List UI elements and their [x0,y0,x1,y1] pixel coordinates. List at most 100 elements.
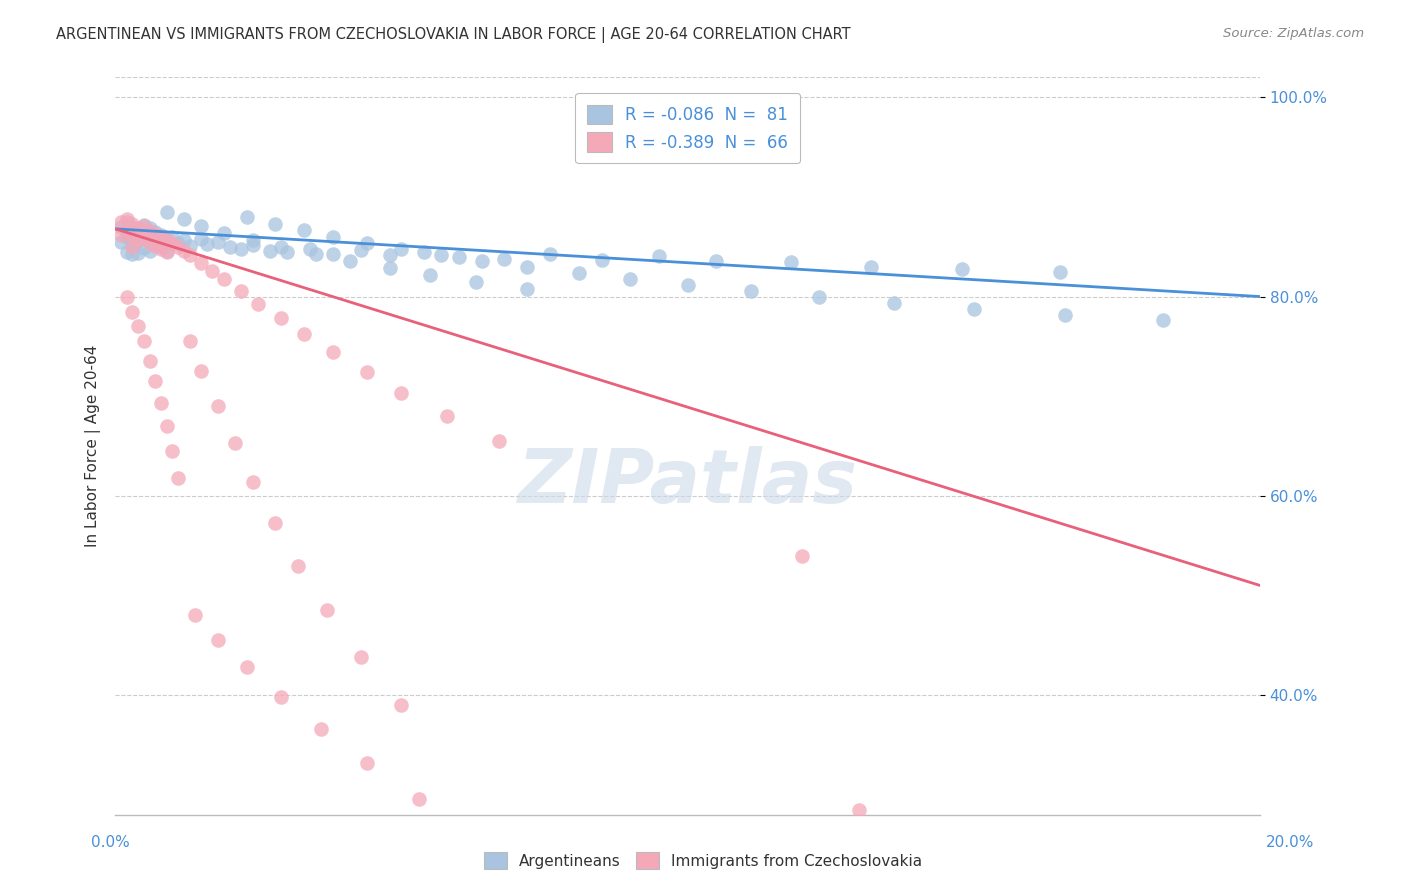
Text: Source: ZipAtlas.com: Source: ZipAtlas.com [1223,27,1364,40]
Point [408,791,430,805]
Point [190,232,212,246]
Point [115,211,138,226]
Point [143,236,166,251]
Point [184,608,207,623]
Point [218,240,240,254]
Point [790,549,813,563]
Point [127,222,149,236]
Point [389,698,412,712]
Point [110,227,132,242]
Point [149,242,172,256]
Point [162,444,184,458]
Point [848,803,870,817]
Point [378,248,401,262]
Point [207,633,229,648]
Point [270,311,292,326]
Point [115,215,138,229]
Point [808,289,831,303]
Point [430,248,453,262]
Point [143,239,166,253]
Point [356,235,378,250]
Point [121,304,143,318]
Point [173,233,195,247]
Point [339,253,361,268]
Point [378,260,401,275]
Point [143,225,166,239]
Point [143,227,166,241]
Point [963,301,986,316]
Point [149,396,172,410]
Point [132,231,155,245]
Point [207,235,229,249]
Point [110,215,132,229]
Point [883,295,905,310]
Point [149,240,172,254]
Point [121,219,143,234]
Point [190,364,212,378]
Text: ZIPatlas: ZIPatlas [517,446,858,519]
Point [464,830,486,844]
Point [173,244,195,258]
Point [533,869,555,883]
Point [138,354,160,368]
Point [167,471,190,485]
Point [224,436,246,450]
Point [149,229,172,244]
Point [316,603,339,617]
Point [287,558,309,573]
Point [538,246,561,260]
Point [127,319,149,334]
Point [138,244,160,258]
Point [1054,308,1077,322]
Legend: Argentineans, Immigrants from Czechoslovakia: Argentineans, Immigrants from Czechoslov… [478,846,928,875]
Point [413,244,436,259]
Point [173,211,195,226]
Point [389,386,412,401]
Point [704,253,727,268]
Point [264,516,287,530]
Point [247,296,270,310]
Point [212,271,235,285]
Point [121,228,143,243]
Point [236,210,259,224]
Point [494,252,516,266]
Point [156,244,179,259]
Point [179,239,201,253]
Point [138,224,160,238]
Point [132,219,155,233]
Point [676,277,699,292]
Point [298,242,321,256]
Point [389,242,412,256]
Point [740,284,762,298]
Point [127,220,149,235]
Point [242,237,264,252]
Point [132,334,155,349]
Point [270,240,292,254]
Point [132,218,155,232]
Point [162,229,184,244]
Legend: R = -0.086  N =  81, R = -0.389  N =  66: R = -0.086 N = 81, R = -0.389 N = 66 [575,93,800,163]
Point [322,229,344,244]
Point [156,232,179,246]
Point [207,399,229,413]
Point [859,260,882,274]
Point [115,225,138,239]
Point [356,756,378,770]
Point [110,219,132,234]
Y-axis label: In Labor Force | Age 20-64: In Labor Force | Age 20-64 [86,345,101,547]
Point [167,240,190,254]
Point [270,690,292,704]
Point [212,226,235,240]
Point [127,233,149,247]
Point [115,244,138,259]
Point [350,243,373,257]
Point [127,245,149,260]
Point [138,233,160,247]
Point [201,263,224,277]
Point [309,722,332,736]
Point [121,246,143,260]
Point [447,250,470,264]
Point [156,233,179,247]
Text: ARGENTINEAN VS IMMIGRANTS FROM CZECHOSLOVAKIA IN LABOR FORCE | AGE 20-64 CORRELA: ARGENTINEAN VS IMMIGRANTS FROM CZECHOSLO… [56,27,851,43]
Point [436,409,458,423]
